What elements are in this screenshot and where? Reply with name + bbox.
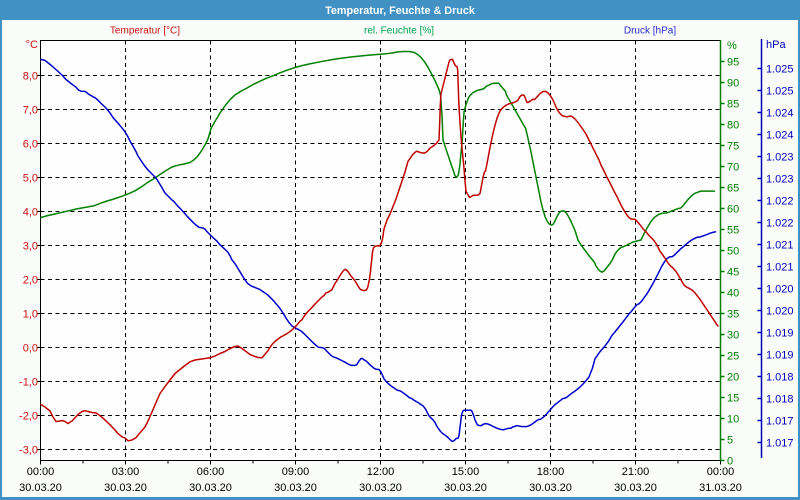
- svg-text:15: 15: [727, 393, 739, 405]
- svg-text:-2,0: -2,0: [19, 411, 38, 423]
- svg-text:rel. Feuchte [%]: rel. Feuchte [%]: [364, 26, 434, 37]
- svg-text:Temperatur, Feuchte & Druck: Temperatur, Feuchte & Druck: [325, 5, 476, 17]
- svg-text:°C: °C: [26, 39, 38, 51]
- svg-text:6,0: 6,0: [23, 139, 38, 151]
- svg-text:2,0: 2,0: [23, 275, 38, 287]
- svg-text:1.017: 1.017: [766, 416, 794, 428]
- svg-text:03:00: 03:00: [112, 466, 140, 478]
- svg-text:1.020: 1.020: [766, 284, 794, 296]
- svg-text:5,0: 5,0: [23, 173, 38, 185]
- svg-text:0: 0: [727, 456, 733, 468]
- svg-text:1.019: 1.019: [766, 328, 794, 340]
- svg-text:1.021: 1.021: [766, 262, 794, 274]
- svg-text:10: 10: [727, 414, 739, 426]
- svg-text:21:00: 21:00: [622, 466, 650, 478]
- svg-text:65: 65: [727, 183, 739, 195]
- svg-text:5: 5: [727, 435, 733, 447]
- svg-text:50: 50: [727, 246, 739, 258]
- svg-text:1.019: 1.019: [766, 350, 794, 362]
- svg-text:30.03.20: 30.03.20: [359, 482, 402, 494]
- svg-text:1.018: 1.018: [766, 372, 794, 384]
- svg-text:8,0: 8,0: [23, 71, 38, 83]
- svg-text:hPa: hPa: [766, 39, 786, 51]
- svg-text:30.03.20: 30.03.20: [274, 482, 317, 494]
- svg-text:40: 40: [727, 288, 739, 300]
- svg-text:1,0: 1,0: [23, 309, 38, 321]
- svg-text:30.03.20: 30.03.20: [189, 482, 232, 494]
- svg-text:70: 70: [727, 162, 739, 174]
- svg-text:90: 90: [727, 78, 739, 90]
- svg-text:30: 30: [727, 330, 739, 342]
- svg-text:25: 25: [727, 351, 739, 363]
- svg-text:-1,0: -1,0: [19, 377, 38, 389]
- svg-text:1.025: 1.025: [766, 64, 794, 76]
- svg-text:Temperatur [°C]: Temperatur [°C]: [110, 26, 180, 37]
- svg-text:31.03.20: 31.03.20: [699, 482, 742, 494]
- svg-text:12:00: 12:00: [367, 466, 395, 478]
- svg-text:30.03.20: 30.03.20: [444, 482, 487, 494]
- svg-text:1.022: 1.022: [766, 196, 794, 208]
- svg-text:1.025: 1.025: [766, 86, 794, 98]
- svg-text:Druck [hPa]: Druck [hPa]: [624, 26, 676, 37]
- svg-text:7,0: 7,0: [23, 105, 38, 117]
- svg-text:00:00: 00:00: [27, 466, 55, 478]
- svg-text:1.023: 1.023: [766, 152, 794, 164]
- svg-text:1.021: 1.021: [766, 240, 794, 252]
- svg-text:06:00: 06:00: [197, 466, 225, 478]
- svg-text:30.03.20: 30.03.20: [19, 482, 62, 494]
- svg-text:%: %: [727, 40, 737, 52]
- svg-text:4,0: 4,0: [23, 207, 38, 219]
- svg-text:1.024: 1.024: [766, 130, 794, 142]
- svg-text:-3,0: -3,0: [19, 445, 38, 457]
- svg-text:00:00: 00:00: [707, 466, 735, 478]
- svg-text:30.03.20: 30.03.20: [529, 482, 572, 494]
- svg-text:30.03.20: 30.03.20: [104, 482, 147, 494]
- svg-text:1.023: 1.023: [766, 174, 794, 186]
- svg-text:18:00: 18:00: [537, 466, 565, 478]
- svg-text:0,0: 0,0: [23, 343, 38, 355]
- svg-text:55: 55: [727, 225, 739, 237]
- svg-text:85: 85: [727, 99, 739, 111]
- svg-text:30.03.20: 30.03.20: [614, 482, 657, 494]
- svg-text:15:00: 15:00: [452, 466, 480, 478]
- svg-text:1.017: 1.017: [766, 438, 794, 450]
- svg-text:1.020: 1.020: [766, 306, 794, 318]
- svg-text:09:00: 09:00: [282, 466, 310, 478]
- svg-text:95: 95: [727, 57, 739, 69]
- svg-text:75: 75: [727, 141, 739, 153]
- svg-text:35: 35: [727, 309, 739, 321]
- svg-text:80: 80: [727, 120, 739, 132]
- svg-text:45: 45: [727, 267, 739, 279]
- svg-text:1.018: 1.018: [766, 394, 794, 406]
- svg-text:3,0: 3,0: [23, 241, 38, 253]
- svg-text:60: 60: [727, 204, 739, 216]
- svg-text:1.022: 1.022: [766, 218, 794, 230]
- svg-text:1.024: 1.024: [766, 108, 794, 120]
- svg-text:20: 20: [727, 372, 739, 384]
